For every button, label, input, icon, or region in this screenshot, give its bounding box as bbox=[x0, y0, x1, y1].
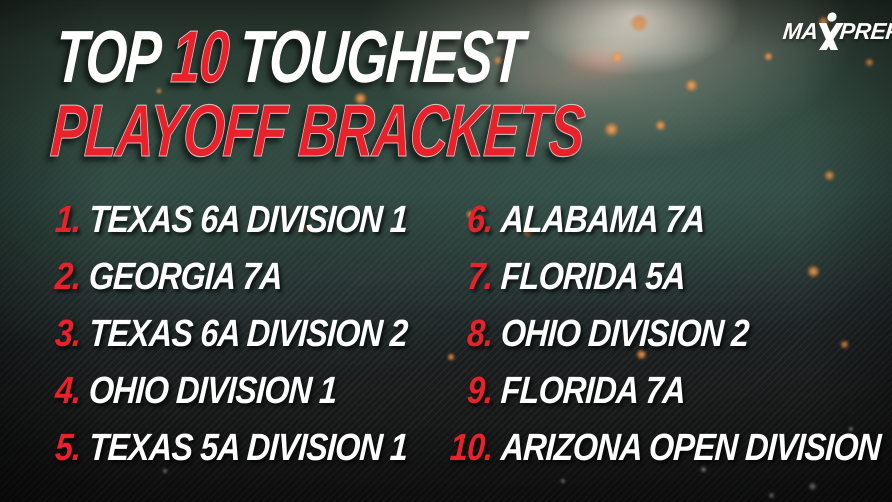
ranking-item-9: 9. FLORIDA 7A bbox=[443, 370, 882, 428]
rank-label: OHIO DIVISION 2 bbox=[499, 313, 750, 355]
ranking-item-6: 6. ALABAMA 7A bbox=[443, 199, 882, 257]
rank-number: 9. bbox=[465, 370, 494, 412]
rank-number: 8. bbox=[465, 313, 494, 355]
title-line-1: TOP10TOUGHEST bbox=[53, 15, 590, 99]
rank-number: 7. bbox=[465, 256, 494, 298]
rank-label: ARIZONA OPEN DIVISION bbox=[499, 427, 882, 469]
ranking-item-10: 10. ARIZONA OPEN DIVISION bbox=[443, 427, 882, 485]
rank-label: TEXAS 6A DIVISION 2 bbox=[87, 313, 409, 355]
rank-label: ALABAMA 7A bbox=[499, 199, 707, 241]
rank-label: FLORIDA 5A bbox=[499, 256, 687, 298]
rank-number: 3. bbox=[53, 313, 82, 355]
ranking-item-4: 4. OHIO DIVISION 1 bbox=[31, 370, 409, 428]
rank-number: 2. bbox=[53, 256, 82, 298]
title-number-10: 10 bbox=[168, 15, 231, 99]
ranking-item-1: 1. TEXAS 6A DIVISION 1 bbox=[31, 199, 409, 257]
rank-number: 6. bbox=[465, 199, 494, 241]
logo-text-prefix: MA bbox=[781, 17, 820, 44]
ranking-item-5: 5. TEXAS 5A DIVISION 1 bbox=[31, 427, 409, 485]
rank-label: GEORGIA 7A bbox=[87, 256, 284, 298]
page-title: TOP10TOUGHEST PLAYOFF BRACKETS bbox=[48, 15, 591, 173]
rankings-column-left: 1. TEXAS 6A DIVISION 1 2. GEORGIA 7A 3. … bbox=[31, 199, 474, 485]
maxpreps-logo: MA PREPS bbox=[781, 12, 892, 50]
rank-number: 10. bbox=[448, 427, 494, 469]
rank-label: TEXAS 6A DIVISION 1 bbox=[87, 199, 409, 241]
ranking-item-2: 2. GEORGIA 7A bbox=[31, 256, 409, 314]
title-toughest: TOUGHEST bbox=[236, 15, 526, 98]
rank-label: TEXAS 5A DIVISION 1 bbox=[87, 427, 409, 469]
ranking-item-3: 3. TEXAS 6A DIVISION 2 bbox=[31, 313, 409, 371]
rank-number: 5. bbox=[53, 427, 82, 469]
ranking-item-8: 8. OHIO DIVISION 2 bbox=[443, 313, 882, 371]
maxpreps-x-icon bbox=[815, 12, 844, 50]
rank-number: 4. bbox=[53, 370, 82, 412]
ranking-item-7: 7. FLORIDA 5A bbox=[443, 256, 882, 314]
rankings-column-right: 6. ALABAMA 7A 7. FLORIDA 5A 8. OHIO DIVI… bbox=[443, 199, 892, 485]
rank-label: OHIO DIVISION 1 bbox=[87, 370, 338, 412]
logo-text-suffix: PREPS bbox=[838, 17, 892, 44]
title-top: TOP bbox=[53, 15, 163, 98]
rank-label: FLORIDA 7A bbox=[499, 370, 687, 412]
title-line-2: PLAYOFF BRACKETS bbox=[48, 89, 587, 173]
rank-number: 1. bbox=[53, 199, 82, 241]
